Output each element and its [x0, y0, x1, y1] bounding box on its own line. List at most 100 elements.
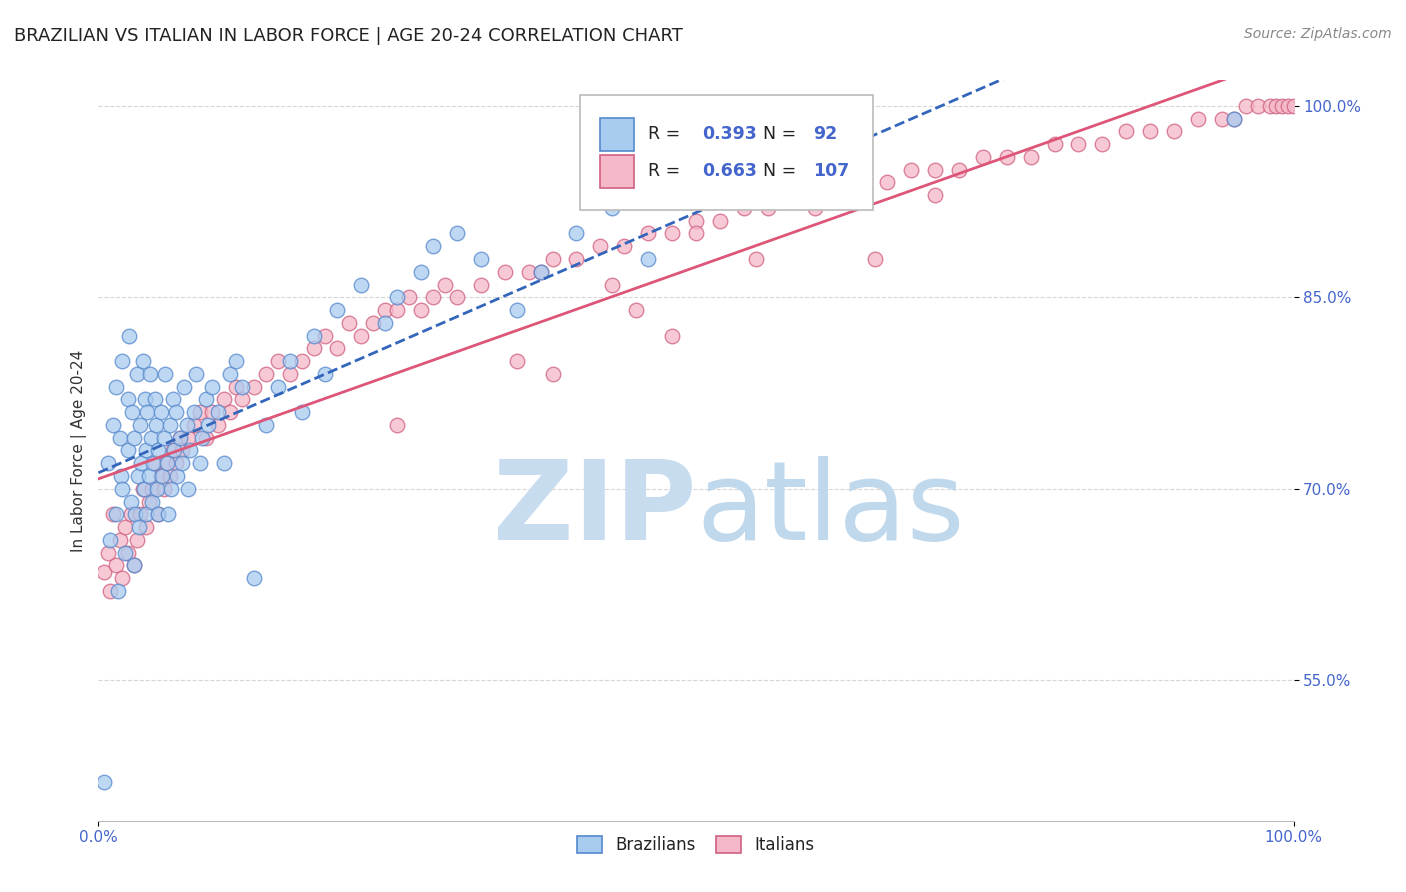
Point — [141, 482, 163, 496]
Point — [188, 456, 211, 470]
Point — [105, 558, 128, 573]
Point — [134, 392, 156, 407]
Point — [111, 354, 134, 368]
Point — [948, 162, 970, 177]
Point — [398, 290, 420, 304]
Point — [254, 367, 277, 381]
Point — [1258, 99, 1281, 113]
Point — [1223, 112, 1246, 126]
Point — [150, 469, 173, 483]
Point — [506, 354, 529, 368]
Point — [166, 469, 188, 483]
Point — [900, 162, 922, 177]
Point — [132, 482, 155, 496]
Text: 0.393: 0.393 — [702, 126, 756, 144]
FancyBboxPatch shape — [581, 95, 873, 210]
Y-axis label: In Labor Force | Age 20-24: In Labor Force | Age 20-24 — [72, 350, 87, 551]
Point — [139, 367, 162, 381]
Point — [195, 431, 218, 445]
Point — [302, 342, 325, 356]
Point — [602, 277, 624, 292]
Point — [494, 265, 516, 279]
Point — [852, 175, 875, 189]
Point — [188, 405, 211, 419]
Point — [201, 405, 224, 419]
Point — [828, 188, 851, 202]
Point — [804, 188, 827, 202]
Point — [541, 252, 564, 266]
Point — [162, 392, 184, 407]
Point — [165, 456, 187, 470]
Point — [101, 417, 124, 432]
Point — [685, 213, 707, 227]
Point — [1223, 112, 1246, 126]
Point — [315, 367, 337, 381]
Point — [172, 456, 194, 470]
Point — [139, 431, 162, 445]
Point — [155, 367, 177, 381]
Point — [148, 508, 170, 522]
Point — [470, 252, 492, 266]
Point — [153, 431, 176, 445]
Point — [1067, 137, 1090, 152]
Text: Source: ZipAtlas.com: Source: ZipAtlas.com — [1244, 27, 1392, 41]
Point — [128, 520, 150, 534]
Point — [98, 583, 122, 598]
Point — [124, 558, 146, 573]
Point — [565, 227, 588, 241]
Point — [876, 175, 898, 189]
Text: 0.663: 0.663 — [702, 162, 756, 180]
Point — [110, 469, 132, 483]
Point — [114, 520, 136, 534]
Point — [1139, 124, 1161, 138]
Point — [124, 431, 146, 445]
Point — [177, 482, 200, 496]
Point — [172, 443, 194, 458]
Point — [1115, 124, 1137, 138]
Point — [254, 417, 277, 432]
Text: 92: 92 — [813, 126, 838, 144]
Point — [138, 494, 160, 508]
Point — [136, 405, 159, 419]
Point — [156, 508, 179, 522]
Point — [278, 367, 301, 381]
Point — [756, 201, 779, 215]
Point — [131, 354, 153, 368]
Point — [385, 303, 409, 318]
Point — [1234, 99, 1257, 113]
Point — [131, 482, 153, 496]
Point — [118, 328, 141, 343]
Point — [159, 417, 181, 432]
Text: atlas: atlas — [696, 456, 965, 563]
Text: BRAZILIAN VS ITALIAN IN LABOR FORCE | AGE 20-24 CORRELATION CHART: BRAZILIAN VS ITALIAN IN LABOR FORCE | AG… — [14, 27, 683, 45]
Point — [155, 456, 177, 470]
Point — [143, 392, 166, 407]
Point — [637, 252, 659, 266]
Point — [117, 545, 139, 559]
Point — [613, 239, 636, 253]
Point — [565, 252, 588, 266]
Point — [105, 508, 128, 522]
Point — [291, 354, 314, 368]
Point — [117, 443, 139, 458]
Point — [120, 508, 142, 522]
Point — [97, 545, 120, 559]
Point — [924, 162, 946, 177]
Point — [745, 252, 768, 266]
Point — [326, 342, 349, 356]
Text: R =: R = — [648, 126, 686, 144]
Point — [363, 316, 385, 330]
Point — [146, 482, 169, 496]
Point — [385, 290, 409, 304]
Point — [207, 405, 229, 419]
Point — [1271, 99, 1294, 113]
Point — [637, 227, 659, 241]
Point — [105, 379, 128, 393]
Point — [212, 392, 235, 407]
Point — [219, 405, 242, 419]
FancyBboxPatch shape — [600, 118, 634, 151]
Point — [149, 469, 172, 483]
Point — [143, 456, 166, 470]
Text: N =: N = — [763, 126, 801, 144]
Point — [411, 303, 433, 318]
